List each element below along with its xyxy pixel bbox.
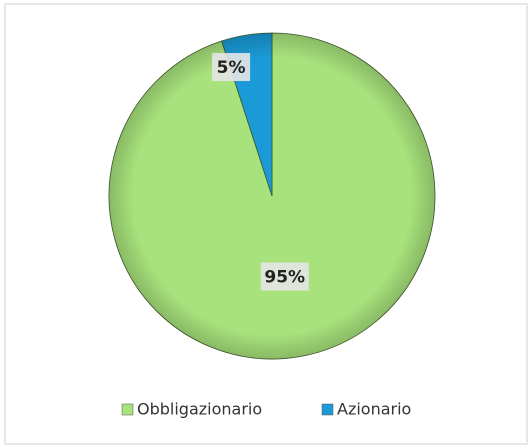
data-label: 95% bbox=[264, 267, 305, 287]
legend-swatch bbox=[321, 403, 334, 416]
legend: Obbligazionario Azionario bbox=[121, 400, 411, 419]
data-label: 5% bbox=[217, 58, 246, 78]
legend-swatch bbox=[121, 403, 134, 416]
legend-label: Obbligazionario bbox=[137, 400, 262, 419]
data-label-box bbox=[260, 262, 309, 291]
data-label-box bbox=[212, 53, 251, 82]
legend-label: Azionario bbox=[337, 400, 411, 419]
plot: 95% 5% bbox=[108, 32, 436, 360]
